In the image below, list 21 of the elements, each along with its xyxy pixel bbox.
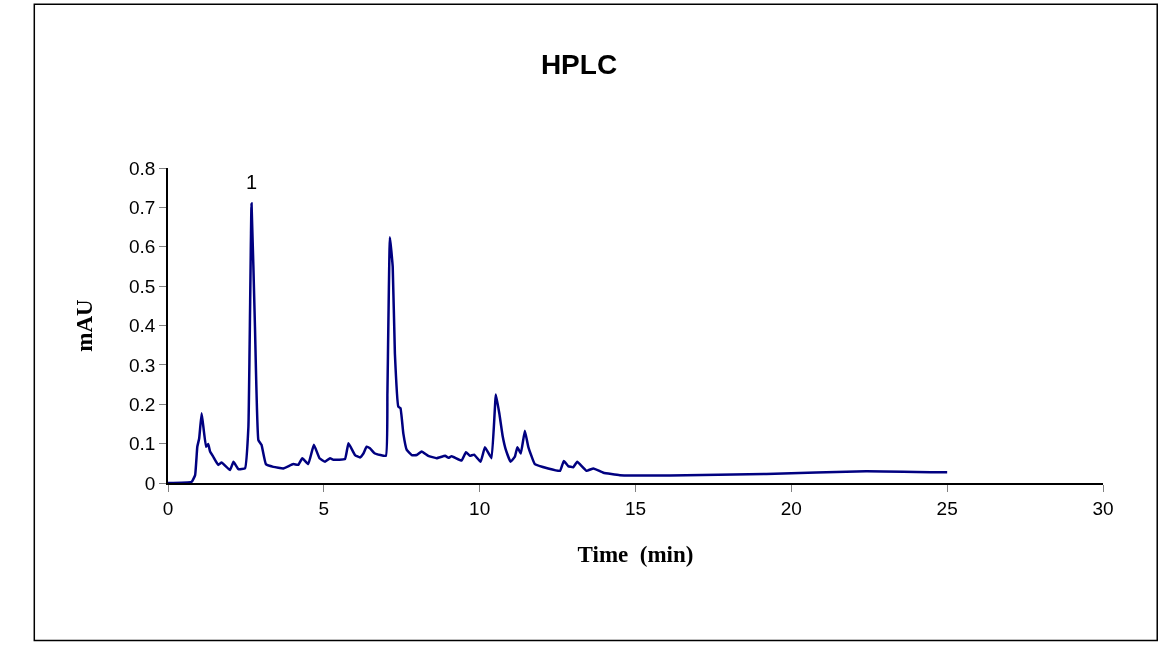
x-tick-label: 25 — [936, 497, 958, 519]
y-tick-label: 0 — [144, 472, 156, 494]
line-series — [168, 202, 949, 483]
x-tick-label: 15 — [624, 497, 647, 519]
y-tick-label: 0.6 — [129, 236, 156, 258]
x-tick-label: 10 — [469, 497, 491, 519]
x-tick-label: 5 — [318, 497, 330, 519]
y-tick-label: 0.8 — [129, 157, 156, 179]
y-tick-label: 0.3 — [129, 354, 156, 376]
y-tick-label: 0.1 — [129, 433, 156, 455]
x-tick-label: 0 — [162, 497, 174, 519]
x-tick-label: 20 — [780, 497, 802, 519]
chart-title: HPLC — [540, 49, 618, 81]
x-tick-label: 30 — [1092, 497, 1114, 519]
y-tick-label: 0.5 — [129, 275, 156, 297]
y-tick-label: 0.4 — [129, 315, 156, 337]
y-axis-title: mAU — [71, 298, 97, 352]
y-tick-label: 0.7 — [129, 197, 156, 219]
y-tick-label: 0.2 — [129, 393, 156, 415]
annotation: 1 — [246, 171, 258, 193]
x-axis-title: Time (min) — [577, 541, 694, 567]
